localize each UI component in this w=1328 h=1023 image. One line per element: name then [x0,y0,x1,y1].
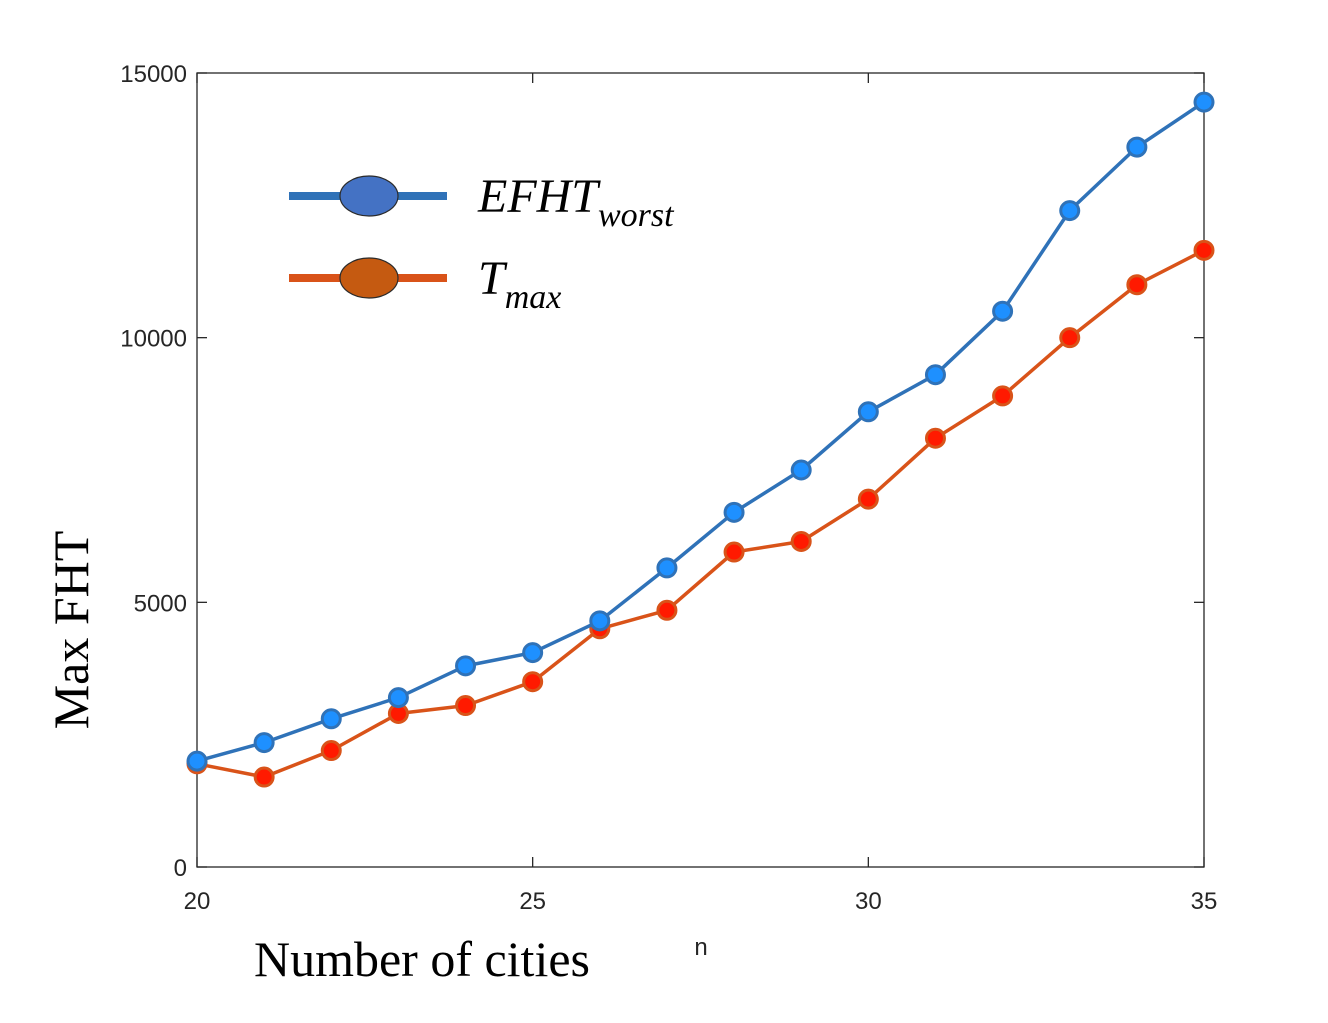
x-tick-label: 20 [184,888,211,915]
data-point-t [857,488,879,510]
data-point-t [1126,274,1148,296]
data-point-efht [320,708,342,730]
data-point-efht [790,459,812,481]
data-point-efht [522,642,544,664]
legend-marker-t [339,257,399,299]
x-tick-label: 35 [1191,888,1218,915]
data-point-t [790,530,812,552]
data-point-efht [253,732,275,754]
x-axis-symbol: n [694,934,707,961]
data-point-efht [656,557,678,579]
x-axis-label: Number of cities [254,931,590,987]
data-point-efht [992,300,1014,322]
y-tick-label: 0 [174,855,187,882]
data-point-t [924,427,946,449]
data-point-efht [1126,136,1148,158]
data-point-t [522,671,544,693]
data-point-efht [723,501,745,523]
data-point-t [320,740,342,762]
series-layer [186,91,1215,788]
data-point-t [1059,327,1081,349]
data-point-efht [857,401,879,423]
data-point-t [1193,239,1215,261]
y-axis-label: Max FHT [43,531,99,730]
data-point-efht [455,655,477,677]
y-tick-label: 10000 [120,326,187,353]
y-tick-label: 5000 [134,590,187,617]
data-point-efht [387,687,409,709]
data-point-efht [1193,91,1215,113]
series-line-t [196,248,1205,779]
data-point-t [656,599,678,621]
data-point-t [723,541,745,563]
data-point-efht [924,364,946,386]
legend-marker-efht [339,175,399,217]
data-point-t [455,695,477,717]
x-tick-label: 30 [855,888,882,915]
y-tick-label: 15000 [120,61,187,88]
data-point-t [253,766,275,788]
series-line-efht [196,100,1205,763]
data-point-efht [186,750,208,772]
axis-ticks: 20 25 30 35 0 5000 10000 15000 [120,61,1217,915]
data-point-efht [589,610,611,632]
data-point-t [992,385,1014,407]
x-tick-label: 25 [519,888,546,915]
data-point-efht [1059,200,1081,222]
